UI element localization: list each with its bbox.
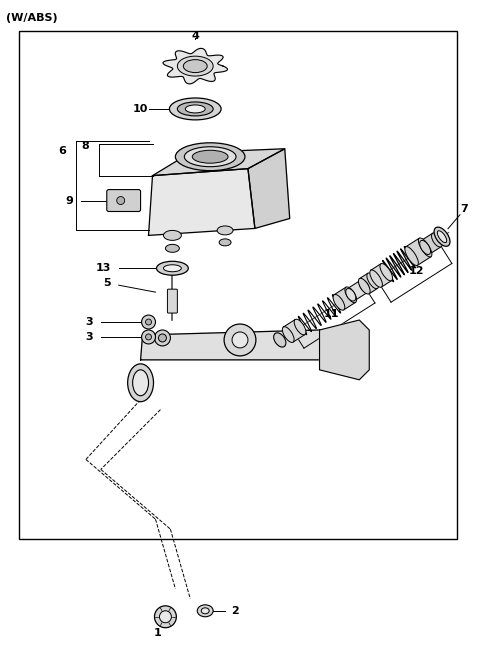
Polygon shape: [320, 320, 369, 380]
Ellipse shape: [159, 611, 171, 623]
Polygon shape: [163, 48, 228, 84]
Polygon shape: [334, 287, 356, 310]
Ellipse shape: [434, 227, 450, 246]
Circle shape: [145, 334, 152, 340]
Ellipse shape: [192, 150, 228, 163]
Ellipse shape: [156, 261, 188, 275]
Text: 7: 7: [460, 204, 468, 214]
Ellipse shape: [370, 270, 383, 288]
Polygon shape: [283, 320, 305, 342]
Ellipse shape: [183, 60, 207, 73]
Polygon shape: [141, 330, 360, 370]
Ellipse shape: [155, 606, 176, 627]
Ellipse shape: [128, 364, 154, 402]
Text: 11: 11: [324, 309, 339, 318]
Polygon shape: [406, 238, 431, 265]
Polygon shape: [347, 280, 368, 301]
Text: 9: 9: [65, 196, 73, 206]
Circle shape: [117, 196, 125, 204]
Ellipse shape: [219, 239, 231, 246]
Text: (W/ABS): (W/ABS): [6, 13, 58, 24]
Ellipse shape: [132, 370, 148, 396]
Ellipse shape: [359, 280, 369, 292]
Bar: [19, 31, 457, 539]
Circle shape: [142, 330, 156, 344]
Ellipse shape: [175, 143, 245, 171]
Ellipse shape: [184, 147, 236, 166]
Ellipse shape: [346, 288, 356, 301]
FancyBboxPatch shape: [168, 289, 178, 313]
Ellipse shape: [405, 246, 419, 265]
Polygon shape: [371, 264, 392, 287]
Circle shape: [142, 315, 156, 329]
Text: 4: 4: [192, 31, 199, 41]
Polygon shape: [421, 233, 441, 254]
Ellipse shape: [345, 287, 357, 303]
Polygon shape: [248, 149, 290, 229]
Ellipse shape: [282, 327, 294, 343]
FancyBboxPatch shape: [107, 189, 141, 212]
Ellipse shape: [274, 333, 286, 347]
Polygon shape: [153, 149, 285, 176]
Ellipse shape: [185, 105, 205, 113]
Text: 5: 5: [103, 278, 111, 288]
Ellipse shape: [169, 98, 221, 120]
Ellipse shape: [432, 233, 443, 247]
Ellipse shape: [201, 608, 209, 614]
Circle shape: [232, 332, 248, 348]
Ellipse shape: [359, 278, 370, 294]
Text: 3: 3: [85, 332, 93, 342]
Polygon shape: [148, 169, 255, 235]
Text: 10: 10: [133, 104, 148, 114]
Ellipse shape: [164, 231, 181, 240]
Ellipse shape: [178, 56, 213, 76]
Ellipse shape: [178, 102, 213, 116]
Ellipse shape: [367, 273, 379, 289]
Ellipse shape: [217, 226, 233, 235]
Ellipse shape: [437, 231, 447, 242]
Polygon shape: [360, 273, 378, 293]
Ellipse shape: [380, 263, 393, 281]
Text: 13: 13: [96, 263, 111, 273]
Ellipse shape: [197, 605, 213, 617]
Ellipse shape: [333, 295, 345, 310]
Ellipse shape: [294, 319, 306, 335]
Text: 1: 1: [154, 627, 161, 638]
Text: 6: 6: [58, 146, 66, 156]
Circle shape: [224, 324, 256, 356]
Circle shape: [155, 330, 170, 346]
Ellipse shape: [420, 240, 431, 255]
Text: 12: 12: [409, 266, 424, 276]
Circle shape: [145, 319, 152, 325]
Text: 8: 8: [81, 141, 89, 151]
Ellipse shape: [164, 265, 181, 272]
Ellipse shape: [419, 238, 432, 257]
Text: 2: 2: [231, 606, 239, 616]
Text: 3: 3: [85, 317, 93, 327]
Ellipse shape: [166, 244, 180, 252]
Circle shape: [158, 334, 167, 342]
